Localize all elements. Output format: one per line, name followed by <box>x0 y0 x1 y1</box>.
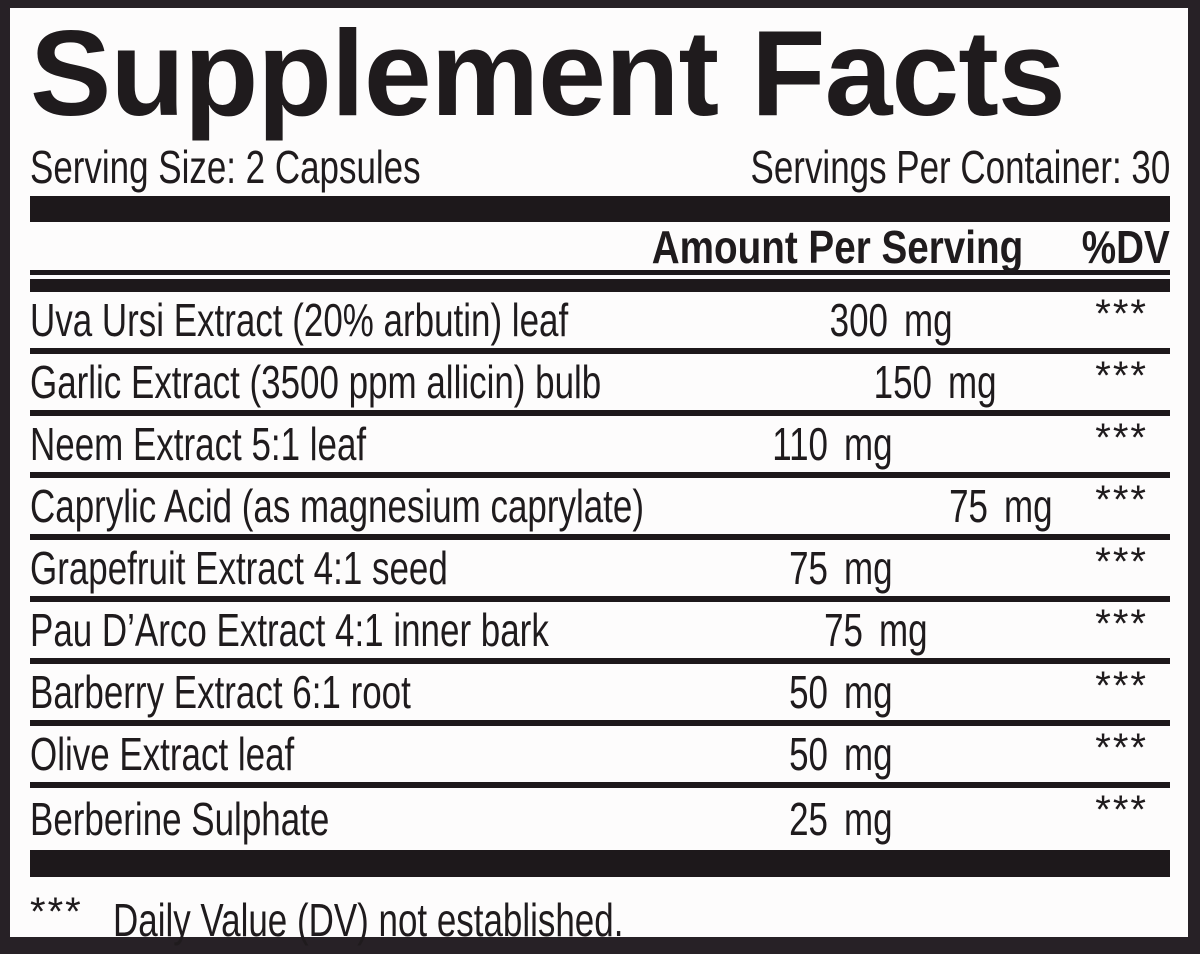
divider-bar-top <box>30 196 1170 222</box>
ingredient-dv: *** <box>1095 478 1148 522</box>
ingredient-row: Uva Ursi Extract (20% arbutin) leaf 300 … <box>30 292 1170 354</box>
ingredient-name: Uva Ursi Extract (20% arbutin) leaf <box>30 294 569 346</box>
ingredient-row: Berberine Sulphate 25 mg *** <box>30 788 1170 850</box>
table-header-row: Amount Per Serving %DV <box>30 221 1170 273</box>
ingredient-row: Olive Extract leaf 50 mg *** <box>30 726 1170 788</box>
ingredient-dv: *** <box>1095 354 1148 398</box>
ingredient-name: Caprylic Acid (as magnesium caprylate) <box>30 480 644 532</box>
ingredient-dv: *** <box>1095 416 1148 460</box>
header-rule-thick <box>30 279 1170 292</box>
amount-value: 110 <box>772 418 828 470</box>
ingredient-name: Grapefruit Extract 4:1 seed <box>30 542 448 594</box>
amount-value: 300 <box>829 294 889 346</box>
ingredient-row: Pau D’Arco Extract 4:1 inner bark 75 mg … <box>30 602 1170 664</box>
ingredient-amount: 75 mg <box>838 479 1068 533</box>
ingredient-dv: *** <box>1095 726 1148 770</box>
amount-value: 25 <box>789 793 828 845</box>
ingredient-name: Berberine Sulphate <box>30 793 330 845</box>
serving-info-row: Serving Size: 2 Capsules Servings Per Co… <box>30 141 1170 193</box>
ingredient-amount: 50 mg <box>678 665 908 719</box>
footnote-marker: *** <box>30 889 83 934</box>
panel-content: Supplement Facts Serving Size: 2 Capsule… <box>10 8 1188 946</box>
ingredient-name: Garlic Extract (3500 ppm allicin) bulb <box>30 356 602 408</box>
panel-title: Supplement Facts <box>30 5 1066 141</box>
panel-title-wrap: Supplement Facts <box>30 8 1170 138</box>
ingredient-row: Garlic Extract (3500 ppm allicin) bulb 1… <box>30 354 1170 416</box>
ingredient-name: Pau D’Arco Extract 4:1 inner bark <box>30 604 549 656</box>
ingredient-dv: *** <box>1095 664 1148 708</box>
amount-unit: mg <box>844 418 893 470</box>
ingredient-row: Grapefruit Extract 4:1 seed 75 mg *** <box>30 540 1170 602</box>
ingredient-amount: 300 mg <box>738 293 968 347</box>
amount-unit: mg <box>878 604 928 656</box>
amount-value: 75 <box>948 480 988 532</box>
amount-unit: mg <box>844 666 893 718</box>
amount-value: 50 <box>789 666 828 718</box>
ingredient-amount: 50 mg <box>678 727 908 781</box>
servings-per-container-text: Servings Per Container: 30 <box>750 141 1170 193</box>
ingredient-amount: 75 mg <box>713 603 943 657</box>
amount-unit: mg <box>844 793 893 845</box>
ingredient-amount: 75 mg <box>678 541 908 595</box>
ingredient-dv: *** <box>1095 540 1148 584</box>
amount-unit: mg <box>1003 480 1053 532</box>
amount-unit: mg <box>904 294 953 346</box>
ingredient-amount: 25 mg <box>678 792 908 846</box>
divider-bar-bottom <box>30 850 1170 877</box>
ingredient-amount: 110 mg <box>678 417 908 471</box>
column-header-dv: %DV <box>1081 221 1170 273</box>
ingredient-name: Neem Extract 5:1 leaf <box>30 418 367 470</box>
column-header-amount: Amount Per Serving <box>651 221 1024 273</box>
header-rule-thin <box>30 270 1170 275</box>
serving-size-text: Serving Size: 2 Capsules <box>30 141 421 193</box>
ingredient-row: Caprylic Acid (as magnesium caprylate) 7… <box>30 478 1170 540</box>
footnote-row: *** Daily Value (DV) not established. <box>30 890 1170 947</box>
supplement-facts-panel: Supplement Facts Serving Size: 2 Capsule… <box>10 8 1188 946</box>
ingredient-dv: *** <box>1095 788 1148 832</box>
amount-value: 75 <box>823 604 863 656</box>
ingredient-dv: *** <box>1095 602 1148 646</box>
ingredient-row: Neem Extract 5:1 leaf 110 mg *** <box>30 416 1170 478</box>
amount-unit: mg <box>947 356 997 408</box>
amount-value: 150 <box>873 356 932 408</box>
ingredient-name: Barberry Extract 6:1 root <box>30 666 411 718</box>
amount-unit: mg <box>844 728 893 780</box>
amount-value: 50 <box>789 728 828 780</box>
amount-value: 75 <box>789 542 828 594</box>
ingredient-row: Barberry Extract 6:1 root 50 mg *** <box>30 664 1170 726</box>
ingredient-dv: *** <box>1095 292 1148 336</box>
ingredient-name: Olive Extract leaf <box>30 728 295 780</box>
ingredient-amount: 150 mg <box>782 355 1012 409</box>
footnote-text: Daily Value (DV) not established. <box>112 894 624 946</box>
ingredient-rows: Uva Ursi Extract (20% arbutin) leaf 300 … <box>30 292 1170 850</box>
amount-unit: mg <box>844 542 893 594</box>
